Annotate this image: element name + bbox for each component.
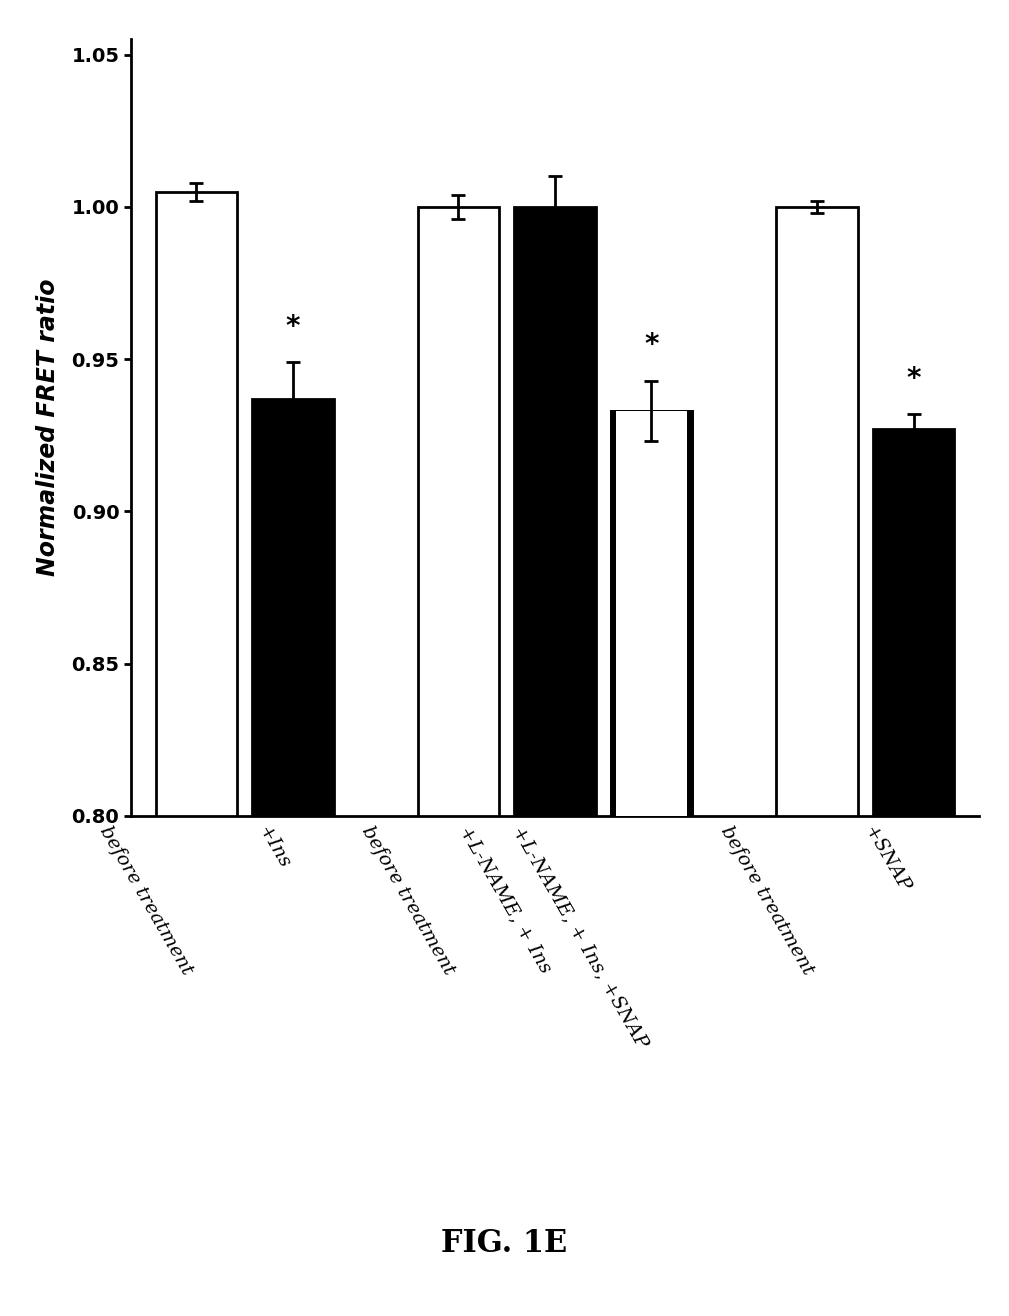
Bar: [418, 207, 499, 816]
Bar: [515, 207, 595, 816]
Text: *: *: [906, 365, 921, 392]
Bar: [155, 192, 237, 816]
Y-axis label: Normalized FRET ratio: Normalized FRET ratio: [36, 279, 61, 576]
Bar: [776, 207, 858, 816]
Bar: [615, 411, 687, 816]
Bar: [610, 411, 692, 816]
Text: *: *: [286, 313, 300, 341]
Bar: [873, 429, 955, 816]
Text: *: *: [644, 332, 659, 359]
Bar: [610, 411, 692, 816]
Text: FIG. 1E: FIG. 1E: [441, 1228, 568, 1259]
Bar: [252, 399, 334, 816]
